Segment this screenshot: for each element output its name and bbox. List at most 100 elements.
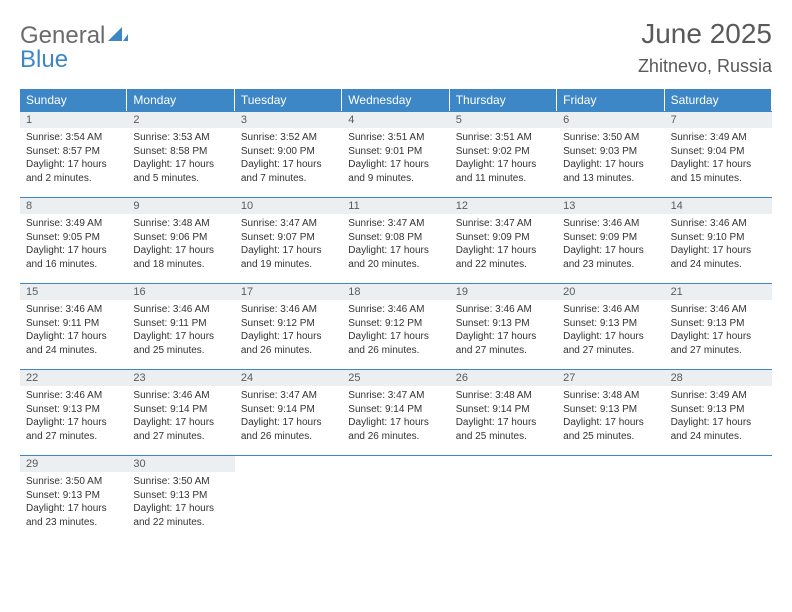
day-number: 7 <box>665 112 772 128</box>
sunrise-text: Sunrise: 3:49 AM <box>26 217 121 231</box>
daylight-line1: Daylight: 17 hours <box>26 244 121 258</box>
day-details: Sunrise: 3:49 AMSunset: 9:05 PMDaylight:… <box>20 214 127 277</box>
daylight-line2: and 11 minutes. <box>456 172 551 186</box>
daylight-line1: Daylight: 17 hours <box>133 244 228 258</box>
sunset-text: Sunset: 9:03 PM <box>563 145 658 159</box>
calendar-cell: 13Sunrise: 3:46 AMSunset: 9:09 PMDayligh… <box>557 197 664 283</box>
sunrise-text: Sunrise: 3:46 AM <box>26 303 121 317</box>
sunrise-text: Sunrise: 3:46 AM <box>133 303 228 317</box>
daylight-line2: and 18 minutes. <box>133 258 228 272</box>
calendar-cell: 3Sunrise: 3:52 AMSunset: 9:00 PMDaylight… <box>235 111 342 197</box>
daylight-line1: Daylight: 17 hours <box>26 416 121 430</box>
daylight-line2: and 16 minutes. <box>26 258 121 272</box>
sunset-text: Sunset: 9:13 PM <box>26 489 121 503</box>
daylight-line2: and 7 minutes. <box>241 172 336 186</box>
daylight-line2: and 15 minutes. <box>671 172 766 186</box>
calendar-cell <box>450 455 557 541</box>
sunset-text: Sunset: 9:01 PM <box>348 145 443 159</box>
sunset-text: Sunset: 9:02 PM <box>456 145 551 159</box>
daylight-line1: Daylight: 17 hours <box>348 244 443 258</box>
sunset-text: Sunset: 9:05 PM <box>26 231 121 245</box>
day-details: Sunrise: 3:50 AMSunset: 9:03 PMDaylight:… <box>557 128 664 191</box>
sunset-text: Sunset: 9:13 PM <box>133 489 228 503</box>
daylight-line2: and 23 minutes. <box>563 258 658 272</box>
day-number: 18 <box>342 284 449 300</box>
calendar-cell: 21Sunrise: 3:46 AMSunset: 9:13 PMDayligh… <box>665 283 772 369</box>
sunrise-text: Sunrise: 3:50 AM <box>133 475 228 489</box>
daylight-line2: and 9 minutes. <box>348 172 443 186</box>
day-details: Sunrise: 3:47 AMSunset: 9:14 PMDaylight:… <box>342 386 449 449</box>
sunset-text: Sunset: 9:13 PM <box>563 403 658 417</box>
calendar-cell: 24Sunrise: 3:47 AMSunset: 9:14 PMDayligh… <box>235 369 342 455</box>
daylight-line1: Daylight: 17 hours <box>671 330 766 344</box>
sunrise-text: Sunrise: 3:46 AM <box>456 303 551 317</box>
sunrise-text: Sunrise: 3:53 AM <box>133 131 228 145</box>
sunset-text: Sunset: 9:09 PM <box>563 231 658 245</box>
sunrise-text: Sunrise: 3:48 AM <box>563 389 658 403</box>
sunset-text: Sunset: 9:10 PM <box>671 231 766 245</box>
weekday-header: Tuesday <box>235 89 342 111</box>
daylight-line2: and 27 minutes. <box>671 344 766 358</box>
calendar-cell: 12Sunrise: 3:47 AMSunset: 9:09 PMDayligh… <box>450 197 557 283</box>
calendar-cell: 1Sunrise: 3:54 AMSunset: 8:57 PMDaylight… <box>20 111 127 197</box>
day-details: Sunrise: 3:50 AMSunset: 9:13 PMDaylight:… <box>127 472 234 535</box>
sunrise-text: Sunrise: 3:47 AM <box>348 389 443 403</box>
sunrise-text: Sunrise: 3:46 AM <box>671 217 766 231</box>
day-number: 3 <box>235 112 342 128</box>
calendar-cell: 20Sunrise: 3:46 AMSunset: 9:13 PMDayligh… <box>557 283 664 369</box>
sunrise-text: Sunrise: 3:49 AM <box>671 131 766 145</box>
day-number: 30 <box>127 456 234 472</box>
title-block: June 2025 Zhitnevo, Russia <box>638 18 772 77</box>
daylight-line2: and 27 minutes. <box>456 344 551 358</box>
calendar-cell: 27Sunrise: 3:48 AMSunset: 9:13 PMDayligh… <box>557 369 664 455</box>
daylight-line1: Daylight: 17 hours <box>241 244 336 258</box>
weekday-header: Sunday <box>20 89 127 111</box>
day-number: 25 <box>342 370 449 386</box>
daylight-line2: and 24 minutes. <box>26 344 121 358</box>
sunset-text: Sunset: 9:13 PM <box>456 317 551 331</box>
daylight-line2: and 25 minutes. <box>563 430 658 444</box>
day-details: Sunrise: 3:46 AMSunset: 9:14 PMDaylight:… <box>127 386 234 449</box>
calendar-cell <box>557 455 664 541</box>
day-details: Sunrise: 3:48 AMSunset: 9:14 PMDaylight:… <box>450 386 557 449</box>
calendar: SundayMondayTuesdayWednesdayThursdayFrid… <box>20 89 772 541</box>
day-number: 5 <box>450 112 557 128</box>
daylight-line2: and 26 minutes. <box>348 344 443 358</box>
sunset-text: Sunset: 8:57 PM <box>26 145 121 159</box>
sunset-text: Sunset: 9:13 PM <box>563 317 658 331</box>
day-details: Sunrise: 3:54 AMSunset: 8:57 PMDaylight:… <box>20 128 127 191</box>
daylight-line2: and 24 minutes. <box>671 258 766 272</box>
day-number: 28 <box>665 370 772 386</box>
calendar-cell: 4Sunrise: 3:51 AMSunset: 9:01 PMDaylight… <box>342 111 449 197</box>
daylight-line2: and 25 minutes. <box>456 430 551 444</box>
daylight-line1: Daylight: 17 hours <box>456 158 551 172</box>
daylight-line2: and 26 minutes. <box>241 344 336 358</box>
sunset-text: Sunset: 9:14 PM <box>133 403 228 417</box>
calendar-cell <box>342 455 449 541</box>
day-details: Sunrise: 3:49 AMSunset: 9:04 PMDaylight:… <box>665 128 772 191</box>
daylight-line2: and 27 minutes. <box>26 430 121 444</box>
day-details: Sunrise: 3:46 AMSunset: 9:13 PMDaylight:… <box>450 300 557 363</box>
sunrise-text: Sunrise: 3:46 AM <box>563 217 658 231</box>
daylight-line1: Daylight: 17 hours <box>26 158 121 172</box>
sunset-text: Sunset: 8:58 PM <box>133 145 228 159</box>
sunrise-text: Sunrise: 3:50 AM <box>26 475 121 489</box>
calendar-cell: 18Sunrise: 3:46 AMSunset: 9:12 PMDayligh… <box>342 283 449 369</box>
sunrise-text: Sunrise: 3:51 AM <box>348 131 443 145</box>
day-details: Sunrise: 3:53 AMSunset: 8:58 PMDaylight:… <box>127 128 234 191</box>
day-number: 17 <box>235 284 342 300</box>
sunrise-text: Sunrise: 3:47 AM <box>456 217 551 231</box>
day-number: 8 <box>20 198 127 214</box>
day-details: Sunrise: 3:46 AMSunset: 9:09 PMDaylight:… <box>557 214 664 277</box>
sunrise-text: Sunrise: 3:50 AM <box>563 131 658 145</box>
daylight-line1: Daylight: 17 hours <box>563 244 658 258</box>
calendar-cell: 9Sunrise: 3:48 AMSunset: 9:06 PMDaylight… <box>127 197 234 283</box>
calendar-cell: 5Sunrise: 3:51 AMSunset: 9:02 PMDaylight… <box>450 111 557 197</box>
daylight-line1: Daylight: 17 hours <box>456 244 551 258</box>
calendar-cell: 30Sunrise: 3:50 AMSunset: 9:13 PMDayligh… <box>127 455 234 541</box>
sunset-text: Sunset: 9:07 PM <box>241 231 336 245</box>
sunrise-text: Sunrise: 3:54 AM <box>26 131 121 145</box>
sunrise-text: Sunrise: 3:46 AM <box>26 389 121 403</box>
daylight-line1: Daylight: 17 hours <box>348 416 443 430</box>
daylight-line2: and 19 minutes. <box>241 258 336 272</box>
